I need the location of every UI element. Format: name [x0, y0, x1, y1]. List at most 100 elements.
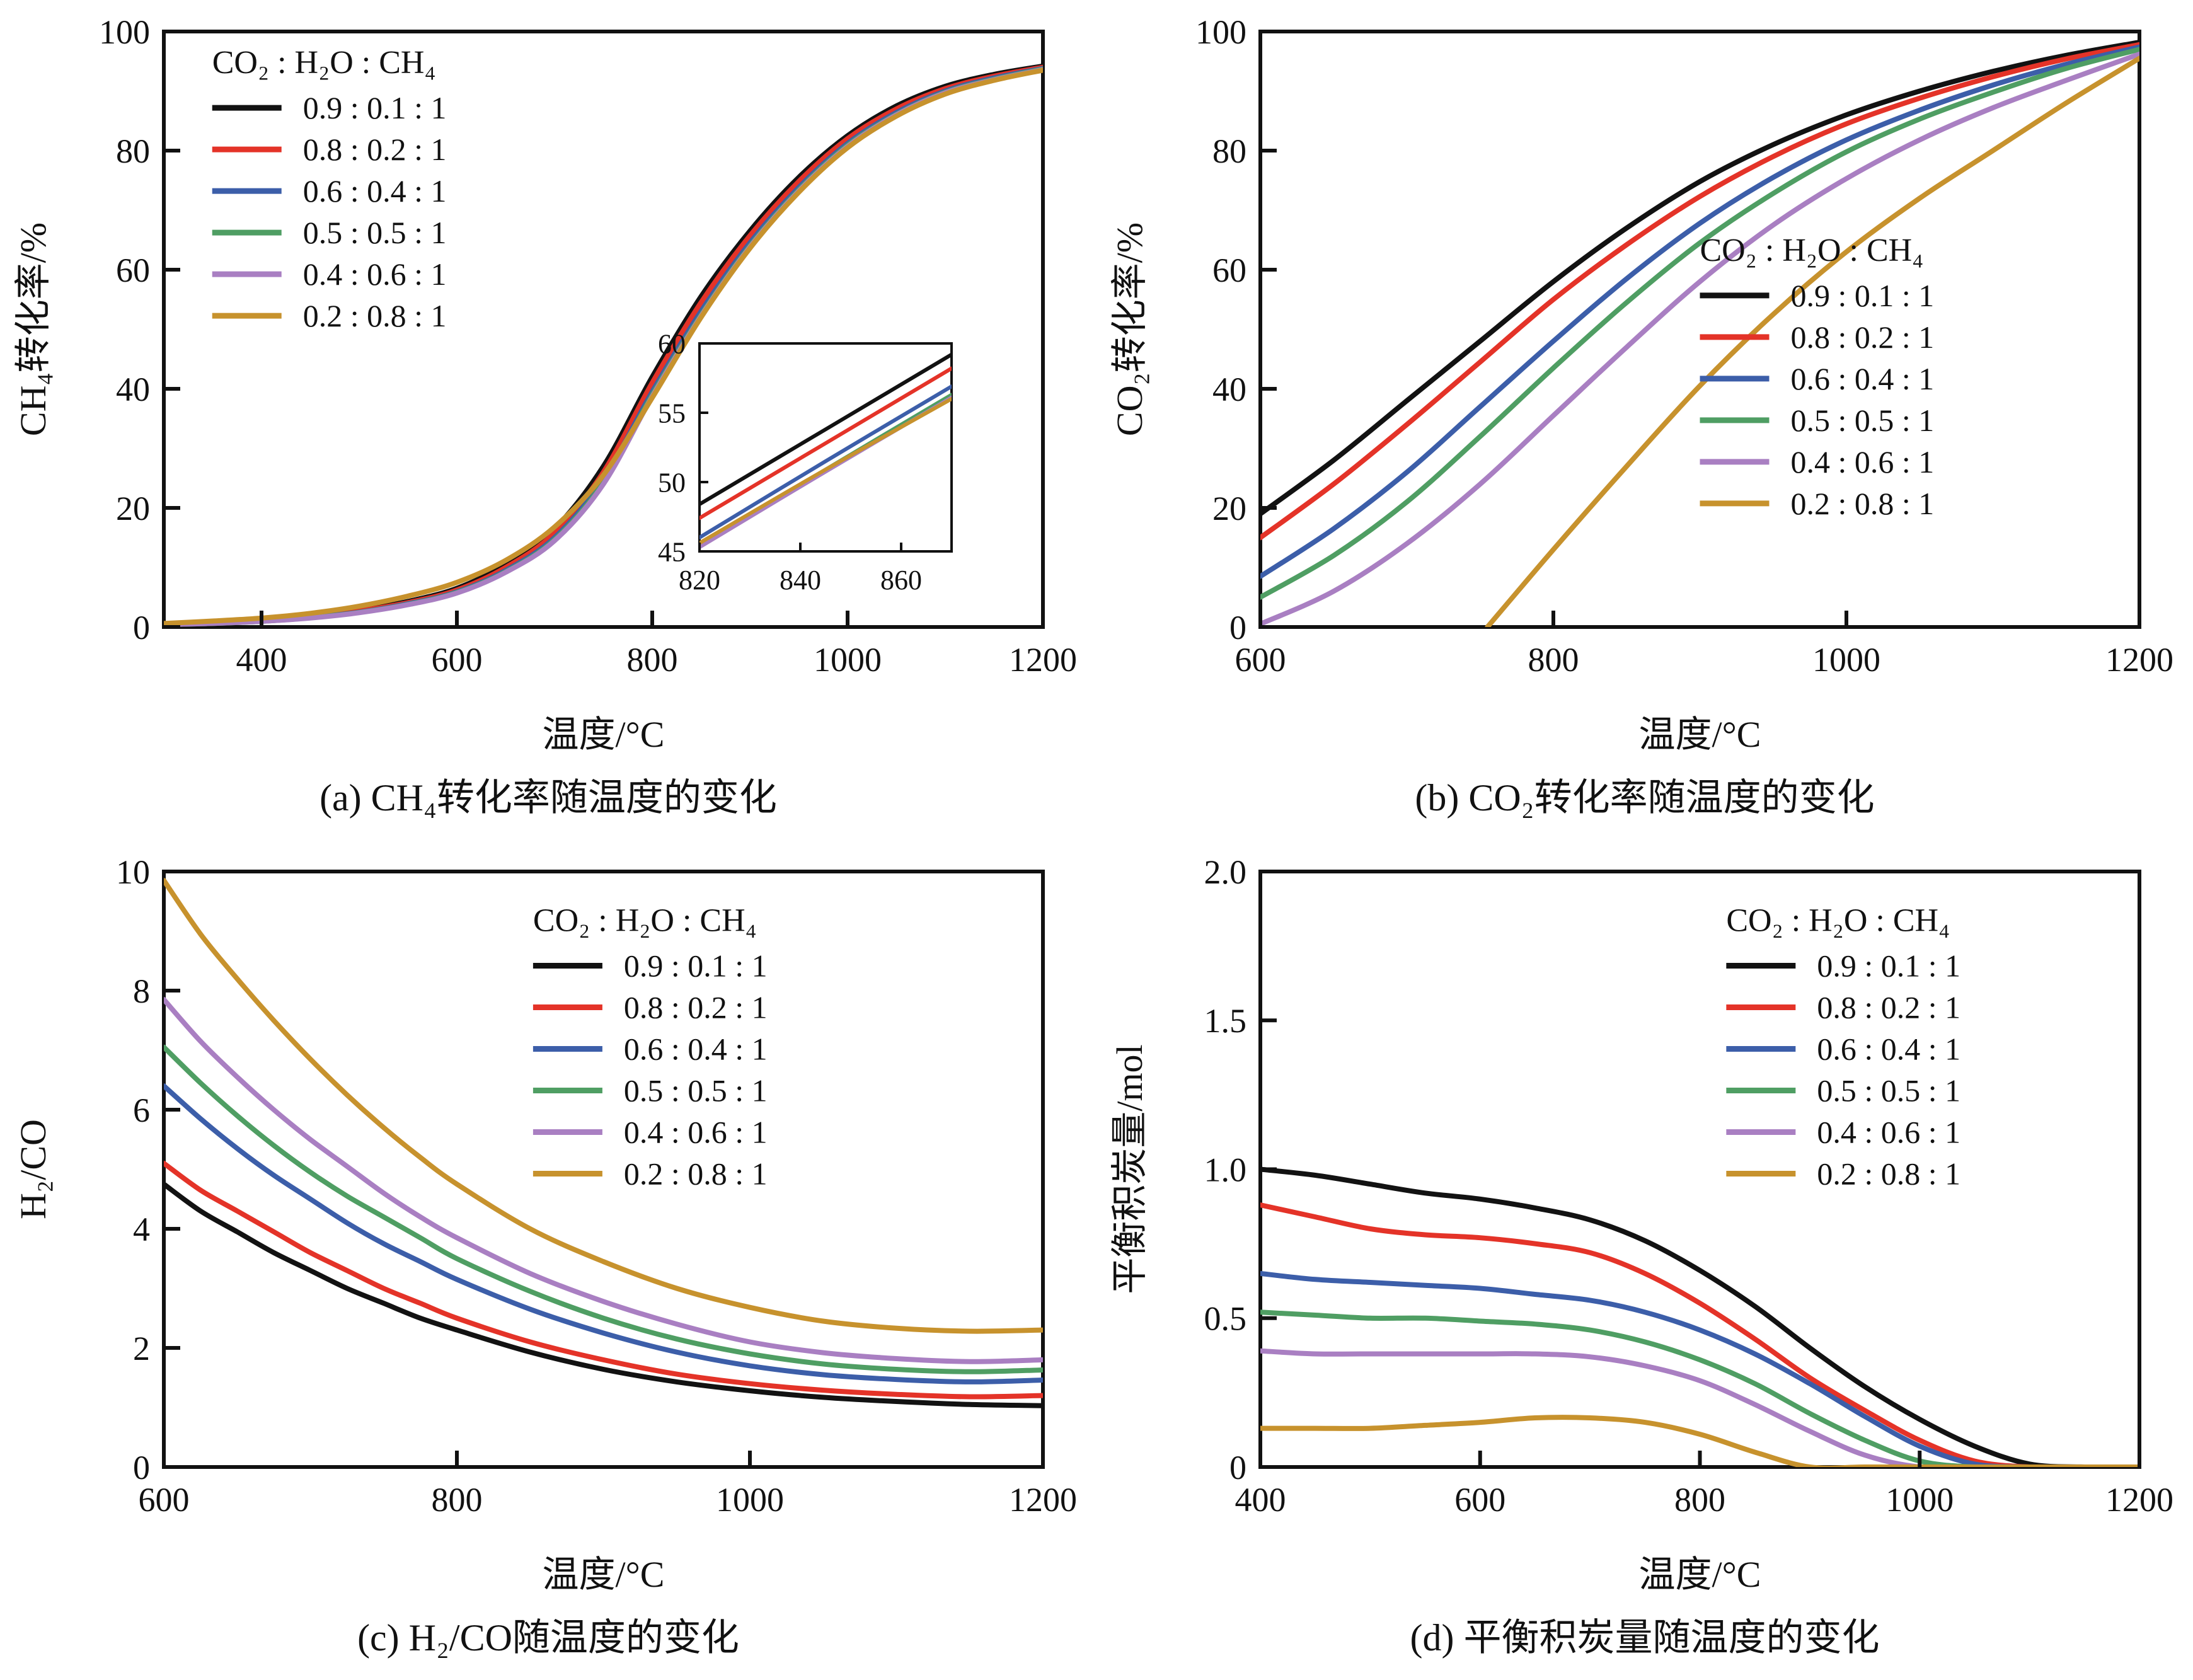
chart-d-canvas: 400 600 800 1000 1200 0 0.5 1.0 1.5 2.0 温度/°C 平衡积炭量… [1109, 853, 2173, 1595]
chart-d-y-tick-label: 0 [1229, 1449, 1246, 1487]
legend-label-red: 0.8 : 0.2 : 1 [624, 990, 768, 1025]
chart-b-plot-box [1258, 30, 2141, 629]
chart-a-inset-series-gold [699, 397, 952, 545]
chart-b-series-green [1260, 47, 2139, 600]
chart-b-y-tick-label: 20 [1212, 490, 1246, 527]
legend-label-purple: 0.4 : 0.6 : 1 [1817, 1115, 1960, 1150]
legend-label-black: 0.9 : 0.1 : 1 [1817, 948, 1960, 984]
chart-c-series-group [164, 878, 1043, 1408]
chart-d-y-tick-label: 0.5 [1204, 1300, 1247, 1338]
chart-c-y-tick-label: 8 [133, 972, 150, 1010]
chart-b-x-tick-label: 1000 [1812, 641, 1880, 679]
legend-label-red: 0.8 : 0.2 : 1 [1817, 990, 1960, 1025]
chart-a-x-tick-label: 800 [627, 641, 678, 679]
chart-c-xlabel: 温度/°C [543, 1554, 665, 1595]
chart-d-x-tick-label: 800 [1674, 1481, 1725, 1519]
chart-b-series-red [1260, 42, 2139, 541]
chart-b-y-tick-label: 0 [1229, 609, 1246, 647]
caption-b: (b) CO₂转化率随温度的变化 [1415, 777, 1875, 819]
chart-a-canvas: 400 600 800 1000 1200 0 20 40 60 80 100 温度/°C CH₄转化率… [13, 13, 1077, 755]
chart-c-series-red [164, 1161, 1043, 1400]
subplot-b: 600 800 1000 1200 0 20 40 60 80 100 温度/°C CO₂转化率/% C… [1096, 0, 2193, 840]
chart-b-series-black [1260, 40, 2139, 517]
legend-label-gold: 0.2 : 0.8 : 1 [1817, 1156, 1960, 1192]
chart-a-y-tick-label: 40 [116, 371, 150, 408]
chart-a-y-tick-label: 100 [99, 13, 150, 51]
chart-d-y-tick-label: 2.0 [1204, 853, 1247, 891]
legend-label-red: 0.8 : 0.2 : 1 [1791, 319, 1935, 355]
chart-d-plot-box [1258, 870, 2141, 1469]
chart-a-y-tick-label: 0 [133, 609, 150, 647]
subplot-a: 400 600 800 1000 1200 0 20 40 60 80 100 温度/°C CH₄转化率… [0, 0, 1096, 840]
chart-b-xlabel: 温度/°C [1639, 714, 1761, 755]
chart-a-x-tick-label: 600 [432, 641, 483, 679]
chart-d-xlabel: 温度/°C [1639, 1554, 1761, 1595]
chart-c-x-tick-label: 600 [139, 1481, 190, 1519]
legend-label-green: 0.5 : 0.5 : 1 [303, 215, 447, 250]
legend-label-gold: 0.2 : 0.8 : 1 [1791, 486, 1935, 521]
legend-label-black: 0.9 : 0.1 : 1 [1791, 278, 1935, 313]
chart-a-y-tick-label: 20 [116, 490, 150, 527]
chart-c-series-gold [164, 878, 1043, 1334]
chart-a-y-tick-label: 80 [116, 132, 150, 170]
chart-b-ylabel: CO₂转化率/% [1109, 222, 1150, 436]
subplot-d: 400 600 800 1000 1200 0 0.5 1.0 1.5 2.0 温度/°C 平衡积炭量… [1096, 840, 2193, 1680]
legend-label-green: 0.5 : 0.5 : 1 [624, 1073, 768, 1108]
chart-c-y-tick-label: 6 [133, 1091, 150, 1129]
chart-b-series-blue [1260, 44, 2139, 579]
chart-a-series-gold [164, 67, 1043, 626]
legend-label-red: 0.8 : 0.2 : 1 [303, 132, 447, 167]
chart-c-series-purple [164, 997, 1043, 1364]
chart-a-x-tick-label: 1200 [1009, 641, 1077, 679]
chart-d-x-tick-label: 600 [1454, 1481, 1505, 1519]
chart-d-y-tick-label: 1.0 [1204, 1151, 1247, 1188]
chart-b-series-gold [1485, 55, 2139, 627]
chart-a-inset-series-black [699, 352, 952, 507]
legend-label-gold: 0.2 : 0.8 : 1 [303, 298, 447, 333]
subplot-c: 600 800 1000 1200 0 2 4 6 8 10 温度/°C H₂/CO CO₂ : H₂O… [0, 840, 1096, 1680]
legend-label-blue: 0.6 : 0.4 : 1 [303, 173, 447, 209]
chart-b-x-tick-label: 600 [1235, 641, 1286, 679]
caption-a: (a) CH₄转化率随温度的变化 [319, 777, 777, 819]
chart-c-series-black [164, 1182, 1043, 1408]
chart-b-x-tick-label: 1200 [2105, 641, 2173, 679]
chart-b-y-tick-label: 100 [1195, 13, 1246, 51]
legend-label-purple: 0.4 : 0.6 : 1 [1791, 444, 1935, 480]
chart-a-x-tick-label: 400 [236, 641, 287, 679]
legend-label-blue: 0.6 : 0.4 : 1 [624, 1032, 768, 1067]
chart-c-x-tick-label: 1000 [716, 1481, 784, 1519]
chart-a-inset-x-tick-label: 820 [679, 565, 720, 595]
chart-a-inset-y-tick-label: 50 [658, 467, 686, 498]
caption-c: (c) H₂/CO随温度的变化 [357, 1617, 739, 1659]
chart-c-y-tick-label: 4 [133, 1211, 150, 1248]
chart-b-series-purple [1260, 51, 2139, 627]
chart-c-ylabel: H₂/CO [13, 1119, 54, 1219]
chart-a-inset-y-tick-label: 55 [658, 398, 686, 429]
chart-d-series-gold [1260, 1415, 2139, 1467]
chart-a-inset-series-blue [699, 384, 952, 539]
chart-d-ylabel: 平衡积炭量/mol [1109, 1044, 1150, 1294]
legend-label-black: 0.9 : 0.1 : 1 [303, 90, 447, 125]
chart-b-canvas: 600 800 1000 1200 0 20 40 60 80 100 温度/°C CO₂转化率/% C… [1109, 13, 2173, 755]
chart-a-inset-y-tick-label: 45 [658, 536, 686, 567]
legend-label-purple: 0.4 : 0.6 : 1 [303, 256, 447, 292]
chart-a-inset-y-tick-label: 60 [658, 328, 686, 359]
chart-d-x-tick-label: 1000 [1885, 1481, 1954, 1519]
chart-a-series-group [164, 63, 1043, 627]
legend-title: CO₂ : H₂O : CH₄ [1726, 903, 1950, 939]
chart-a-y-tick-label: 60 [116, 251, 150, 289]
chart-a-inset-x-tick-label: 860 [880, 565, 922, 595]
legend-title: CO₂ : H₂O : CH₄ [533, 903, 757, 939]
legend-label-black: 0.9 : 0.1 : 1 [624, 948, 768, 984]
chart-d-series-purple [1260, 1348, 2139, 1467]
chart-c-y-tick-label: 0 [133, 1449, 150, 1487]
chart-b-y-tick-label: 80 [1212, 132, 1246, 170]
legend-label-blue: 0.6 : 0.4 : 1 [1817, 1032, 1960, 1067]
chart-d-x-tick-label: 1200 [2105, 1481, 2173, 1519]
chart-a-inset-series-red [699, 366, 952, 521]
legend-label-purple: 0.4 : 0.6 : 1 [624, 1115, 768, 1150]
chart-d-series-black [1260, 1166, 2139, 1467]
chart-b-series-group [1260, 40, 2139, 627]
legend-label-gold: 0.2 : 0.8 : 1 [624, 1156, 768, 1192]
